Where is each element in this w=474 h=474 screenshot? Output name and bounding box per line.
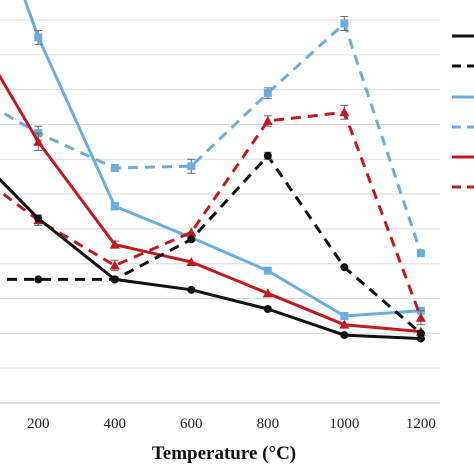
data-point <box>415 312 426 322</box>
data-point <box>262 115 273 125</box>
x-tick-labels: 200 400 600 800 1000 1200 <box>27 416 436 432</box>
data-point <box>33 136 44 146</box>
x-tick-label: 1200 <box>406 416 436 432</box>
data-point <box>186 227 197 237</box>
data-point <box>263 151 272 160</box>
data-point <box>339 107 350 117</box>
legend <box>452 34 474 189</box>
data-point <box>186 256 197 266</box>
data-point <box>187 285 196 294</box>
data-point <box>110 275 119 284</box>
data-point <box>187 162 196 171</box>
x-tick-label: 1000 <box>329 416 359 432</box>
series-6 <box>0 151 425 338</box>
data-point <box>263 89 272 98</box>
data-point <box>110 163 119 172</box>
x-axis-label: Temperature (°C) <box>152 443 296 464</box>
data-point <box>34 275 43 284</box>
gridlines <box>0 19 440 369</box>
series-2 <box>0 16 425 258</box>
series-group <box>0 0 426 343</box>
series-5 <box>0 177 425 343</box>
data-point <box>263 266 272 275</box>
data-point <box>262 288 273 298</box>
series-line <box>0 177 421 341</box>
data-point <box>109 260 120 270</box>
data-point <box>339 319 350 329</box>
data-point <box>263 304 272 313</box>
x-tick-label: 600 <box>180 416 203 432</box>
data-point <box>416 329 425 338</box>
data-point <box>109 239 120 249</box>
data-point <box>340 331 349 340</box>
series-line <box>0 110 423 319</box>
data-point <box>110 202 119 211</box>
data-point <box>340 263 349 272</box>
data-point <box>34 33 43 42</box>
data-point <box>34 214 43 223</box>
data-point <box>187 235 196 244</box>
x-tick-label: 200 <box>27 416 50 432</box>
x-tick-label: 800 <box>257 416 280 432</box>
data-point <box>340 311 349 320</box>
series-line <box>0 73 422 334</box>
data-point <box>416 249 425 258</box>
x-tick-label: 400 <box>104 416 127 432</box>
data-point <box>340 19 349 28</box>
